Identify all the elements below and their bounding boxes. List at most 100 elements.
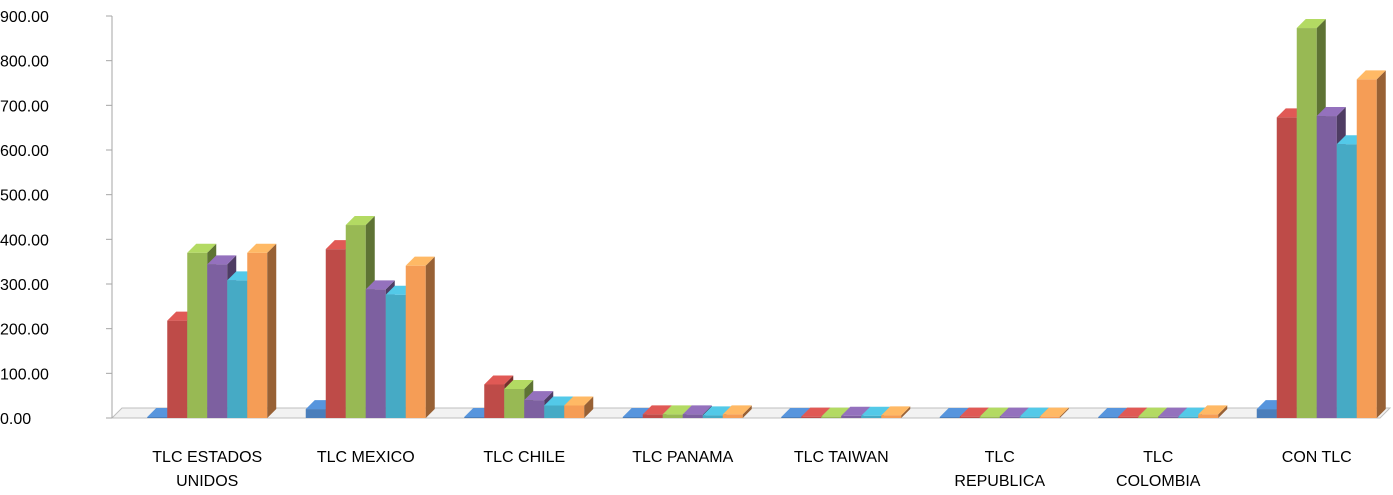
bar-top <box>722 405 752 415</box>
x-category-label: TLC PANAMA <box>632 449 733 466</box>
bar-top <box>881 406 911 416</box>
bar-front <box>662 414 683 418</box>
bar-front <box>345 225 366 418</box>
bar-front <box>1138 416 1159 418</box>
bar-top <box>841 406 871 416</box>
bar <box>881 406 911 418</box>
bar-side <box>425 256 435 418</box>
bar-side <box>267 243 277 418</box>
bar-front <box>564 405 585 418</box>
x-category-labels: TLC ESTADOS UNIDOS TLC MEXICO TLC CHILE TLC … <box>152 449 1351 490</box>
bar-front <box>1198 414 1219 418</box>
bar-top <box>365 280 395 290</box>
bar-front <box>365 289 386 418</box>
x-category-label: TLC MEXICO <box>317 449 415 466</box>
bar-front <box>464 417 485 418</box>
bar-front <box>187 252 208 418</box>
bar-top <box>1098 408 1128 417</box>
bar-top <box>959 407 989 417</box>
bar-top <box>861 406 891 416</box>
bar-top <box>345 216 375 226</box>
bar-top <box>504 379 534 389</box>
bar-front <box>1039 416 1060 418</box>
bar-front <box>524 400 545 418</box>
bar <box>1039 407 1069 418</box>
y-tick-label: 700.00 <box>0 98 49 115</box>
bar-top <box>642 405 672 415</box>
bar-front <box>1158 416 1179 418</box>
bar <box>564 396 594 418</box>
bar-front <box>841 415 862 418</box>
bar-side <box>901 406 911 418</box>
bar-top <box>682 405 712 415</box>
bar-top <box>207 255 237 265</box>
y-tick-label: 100.00 <box>0 366 49 383</box>
bar-top <box>1296 19 1326 29</box>
bar <box>247 243 277 418</box>
x-category-label: TLC COLOMBIA <box>1116 449 1201 490</box>
bar-top <box>247 243 277 253</box>
bar-front <box>622 417 643 418</box>
bar-front <box>1098 417 1119 418</box>
bar-front <box>305 409 326 418</box>
bar <box>405 256 435 418</box>
bar-front <box>544 405 565 418</box>
bar-front <box>247 252 268 418</box>
bar-front <box>1316 116 1337 418</box>
bar-front <box>1178 416 1199 418</box>
bar-front <box>207 264 228 418</box>
bar-top <box>1138 407 1168 417</box>
x-category-label: TLC ESTADOS UNIDOS <box>152 449 262 490</box>
bar <box>722 405 752 418</box>
bar-front <box>385 294 406 418</box>
bar-front <box>1256 409 1277 418</box>
x-category-label: CON TLC <box>1282 449 1352 466</box>
bar-front <box>821 416 842 418</box>
bar-front <box>999 416 1020 418</box>
y-tick-label: 300.00 <box>0 277 49 294</box>
bar-front <box>682 414 703 418</box>
bar-front <box>504 388 525 418</box>
bar-front <box>979 416 1000 418</box>
bar-front <box>227 280 248 418</box>
bars <box>147 19 1386 419</box>
y-tick-label: 200.00 <box>0 322 49 339</box>
bar-front <box>1276 117 1297 418</box>
x-category-label: TLC CHILE <box>483 449 565 466</box>
bar <box>1356 70 1386 418</box>
bar-front <box>147 417 168 418</box>
bar-front <box>1336 144 1357 418</box>
bar-top <box>939 408 969 417</box>
bar-side <box>1376 70 1386 418</box>
bar-front <box>1019 416 1040 418</box>
y-tick-label: 900.00 <box>0 9 49 26</box>
bar-front <box>702 415 723 418</box>
bar-top <box>801 407 831 417</box>
bar-top <box>1019 407 1049 417</box>
bar-top <box>524 391 554 401</box>
bar-side <box>584 396 594 418</box>
y-tick-label: 400.00 <box>0 232 49 249</box>
bar-top <box>1316 107 1346 117</box>
y-tick-label: 0.00 <box>0 411 31 428</box>
y-tick-labels: 0.00 100.00 200.00 300.00 400.00 500.00 600.00… <box>0 9 112 428</box>
bar-top <box>979 407 1009 417</box>
bar-front <box>881 415 902 418</box>
bar-top <box>564 396 594 406</box>
bar-front <box>1118 416 1139 418</box>
bar-top <box>544 396 574 406</box>
bar-front <box>861 415 882 418</box>
bar-top <box>781 408 811 417</box>
bar-side <box>742 405 752 418</box>
bar-front <box>959 416 980 418</box>
bar-top <box>999 407 1029 417</box>
x-category-label: TLC TAIWAN <box>794 449 889 466</box>
bar-top <box>484 375 514 385</box>
bar-top <box>405 256 435 266</box>
y-tick-label: 500.00 <box>0 188 49 205</box>
bar-front <box>781 417 802 418</box>
bar-top <box>1158 407 1188 417</box>
bar-side <box>1218 405 1228 418</box>
bar-front <box>1356 79 1377 418</box>
